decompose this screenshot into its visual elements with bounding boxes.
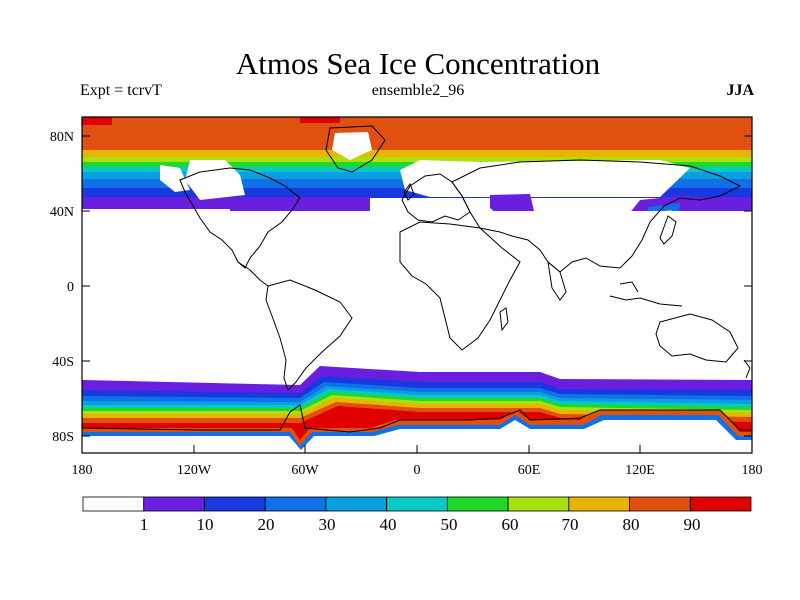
colorbar-label: 20: [258, 515, 275, 534]
lat-axis: 80N 40N 0 40S 80S: [50, 130, 752, 445]
colorbar-cell: [143, 496, 205, 512]
lat-tick-label: 40N: [50, 205, 74, 220]
lon-axis: 180 120W 60W 0 60E 120E 180: [72, 445, 763, 478]
ensemble-label: ensemble2_96: [371, 82, 465, 99]
colorbar-label: 30: [319, 515, 336, 534]
colorbar-cell: [82, 496, 145, 512]
colorbar-label: 70: [562, 515, 579, 534]
colorbar-label: 60: [502, 515, 519, 534]
south-america-outline: [265, 279, 353, 391]
experiment-label: Expt = tcrvT: [80, 82, 162, 99]
lon-tick-label: 180: [72, 463, 93, 478]
greenland-outline: [325, 125, 386, 173]
lon-tick-label: 60E: [518, 463, 541, 478]
colorbar-cell: [264, 496, 327, 512]
colorbar-cell: [507, 496, 570, 512]
colorbar-label: 80: [623, 515, 640, 534]
lon-tick-label: 180: [742, 463, 763, 478]
colorbar-cell: [386, 496, 448, 512]
lon-tick-label: 0: [414, 463, 421, 478]
colorbar: 1 10 20 30 40 50 60 70 80 90: [82, 496, 752, 534]
colorbar-label: 40: [380, 515, 397, 534]
season-label: JJA: [726, 82, 754, 99]
colorbar-label: 50: [441, 515, 458, 534]
colorbar-label: 10: [197, 515, 214, 534]
plot-title: Atmos Sea Ice Concentration: [235, 46, 601, 81]
colorbar-cell: [446, 496, 509, 512]
colorbar-label: 1: [140, 515, 149, 534]
colorbar-cell: [325, 496, 388, 512]
africa-outline: [399, 221, 521, 351]
colorbar-cell: [568, 496, 630, 512]
colorbar-label: 90: [684, 515, 701, 534]
lat-tick-label: 40S: [52, 355, 74, 370]
colorbar-cell: [204, 496, 266, 512]
australia-outline: [655, 313, 739, 363]
lat-tick-label: 80N: [50, 130, 74, 145]
lat-tick-label: 80S: [52, 430, 74, 445]
lon-tick-label: 60W: [291, 463, 319, 478]
coastlines: [82, 125, 752, 433]
lon-tick-label: 120W: [177, 463, 212, 478]
arctic-band-90: [82, 117, 752, 151]
asia-outline: [451, 159, 742, 273]
colorbar-cell: [629, 496, 691, 512]
antarctica-outline: [82, 404, 752, 433]
sea-ice-field: [82, 117, 752, 453]
north-america-outline: [179, 167, 301, 269]
colorbar-cell: [689, 496, 752, 512]
lat-tick-label: 0: [67, 280, 74, 295]
lon-tick-label: 120E: [625, 463, 655, 478]
